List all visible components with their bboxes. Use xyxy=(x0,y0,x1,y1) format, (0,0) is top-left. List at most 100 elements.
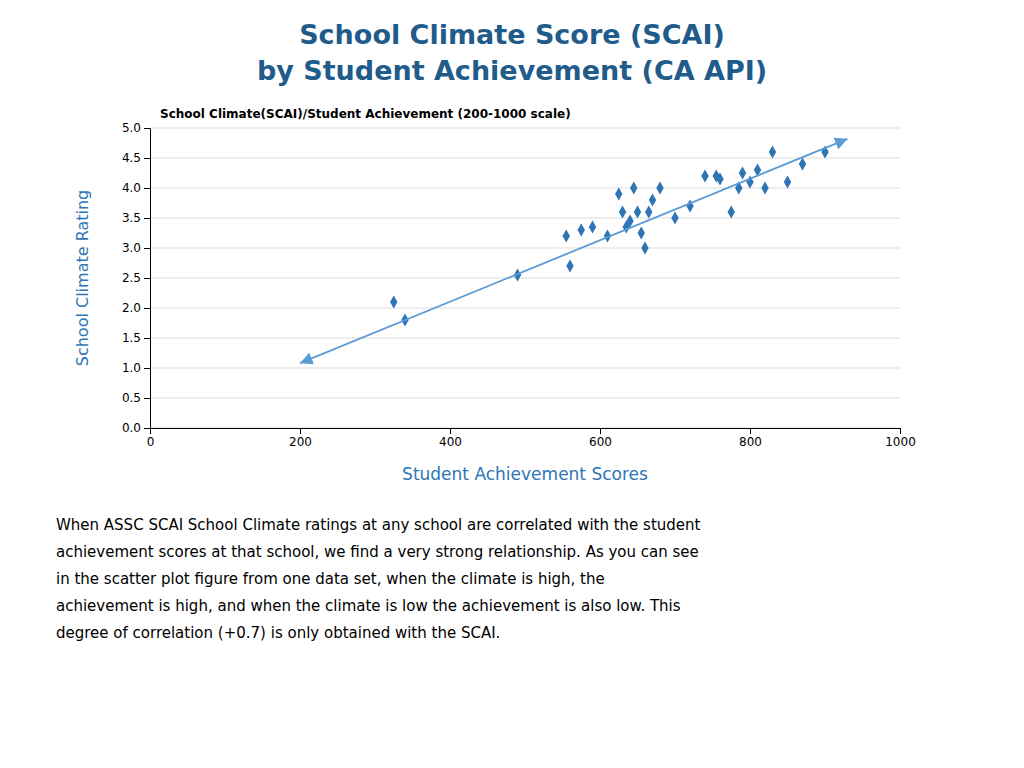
x-tick-label: 800 xyxy=(739,435,762,449)
x-tick-mark xyxy=(900,428,901,434)
x-tick-label: 1000 xyxy=(885,435,916,449)
y-tick: 4.0 xyxy=(122,181,150,195)
x-tick: 200 xyxy=(289,428,312,449)
y-tick-label: 1.5 xyxy=(122,331,141,345)
title: School Climate Score (SCAI) xyxy=(299,19,725,50)
body-text: When ASSC SCAI School Climate ratings at… xyxy=(56,516,701,642)
y-tick: 2.5 xyxy=(122,271,150,285)
annotation: achievement scores at that school, we fi… xyxy=(56,543,699,561)
y-tick-label: 5.0 xyxy=(122,121,141,135)
x-tick-label: 400 xyxy=(439,435,462,449)
x-tick-label: 0 xyxy=(147,435,155,449)
grid-line xyxy=(150,368,900,369)
annotation: When ASSC SCAI School Climate ratings at… xyxy=(56,516,701,534)
scatter-point xyxy=(634,206,641,219)
y-tick: 4.5 xyxy=(122,151,150,165)
scatter-point xyxy=(630,182,637,195)
y-tick-mark xyxy=(144,218,150,219)
scatter-point xyxy=(589,221,596,234)
x-tick: 800 xyxy=(739,428,762,449)
y-tick-label: 2.0 xyxy=(122,301,141,315)
y-tick-label: 2.5 xyxy=(122,271,141,285)
y-axis-title: School Climate Rating xyxy=(73,190,92,366)
y-tick: 5.0 xyxy=(122,121,150,135)
x-tick-mark xyxy=(300,428,301,434)
annotation: in the scatter plot figure from one data… xyxy=(56,570,605,588)
grid-line xyxy=(150,338,900,339)
chart: School Climate Score (SCAI) by Student Ac… xyxy=(0,0,1024,768)
y-tick-label: 4.0 xyxy=(122,181,141,195)
marks xyxy=(300,139,848,363)
scatter-point xyxy=(701,170,708,183)
y-tick-label: 0.5 xyxy=(122,391,141,405)
y-tick-mark xyxy=(144,128,150,129)
scatter-point xyxy=(671,212,678,225)
y-tick-mark xyxy=(144,278,150,279)
title: by Student Achievement (CA API) xyxy=(257,55,767,86)
y-tick-label: 1.0 xyxy=(122,361,141,375)
scatter-point xyxy=(626,215,633,228)
y-tick-mark xyxy=(144,248,150,249)
y-tick-label: 3.5 xyxy=(122,211,141,225)
y-axis-line xyxy=(144,129,151,429)
trend-line xyxy=(300,139,848,363)
y-tick-mark xyxy=(144,308,150,309)
y-tick: 0.5 xyxy=(122,391,150,405)
scatter-point xyxy=(566,260,573,273)
grid-line xyxy=(150,248,900,249)
scatter-point xyxy=(578,224,585,237)
y-tick: 1.5 xyxy=(122,331,150,345)
y-tick-mark xyxy=(144,368,150,369)
grid xyxy=(150,128,900,428)
y-tick-mark xyxy=(144,428,150,429)
scatter-point xyxy=(728,206,735,219)
x-tick: 1000 xyxy=(885,428,916,449)
scatter-point xyxy=(638,227,645,240)
annotation: degree of correlation (+0.7) is only obt… xyxy=(56,624,500,642)
x-tick: 600 xyxy=(589,428,612,449)
scatter-point xyxy=(619,206,626,219)
y-tick: 3.0 xyxy=(122,241,150,255)
x-axis: 0 200 400 600 800 1000 xyxy=(147,428,916,449)
grid-line xyxy=(150,398,900,399)
y-tick-label: 3.0 xyxy=(122,241,141,255)
scatter-point xyxy=(649,194,656,207)
scatter-point xyxy=(390,296,397,309)
scatter-point xyxy=(799,158,806,171)
x-tick-mark xyxy=(750,428,751,434)
y-tick-label: 4.5 xyxy=(122,151,141,165)
scatter-point xyxy=(563,230,570,243)
scatter-point xyxy=(784,176,791,189)
grid-line xyxy=(150,128,900,129)
scatter-point xyxy=(761,182,768,195)
x-tick-mark xyxy=(450,428,451,434)
y-tick-mark xyxy=(144,188,150,189)
x-tick-mark xyxy=(600,428,601,434)
x-axis-line xyxy=(151,429,901,435)
y-tick-mark xyxy=(144,338,150,339)
y-tick-mark xyxy=(144,158,150,159)
y-tick: 1.0 xyxy=(122,361,150,375)
x-tick: 400 xyxy=(439,428,462,449)
scatter-point xyxy=(656,182,663,195)
scatter-point xyxy=(716,173,723,186)
y-tick: 2.0 xyxy=(122,301,150,315)
y-tick: 0.0 xyxy=(122,421,150,435)
y-tick-label: 0.0 xyxy=(122,421,141,435)
grid-line xyxy=(150,308,900,309)
x-axis-title: Student Achievement Scores xyxy=(402,464,648,484)
x-tick-label: 200 xyxy=(289,435,312,449)
annotation: achievement is high, and when the climat… xyxy=(56,597,681,615)
scatter-point xyxy=(615,188,622,201)
scatter-point xyxy=(739,167,746,180)
x-tick: 0 xyxy=(147,428,155,449)
grid-line xyxy=(150,158,900,159)
x-tick-label: 600 xyxy=(589,435,612,449)
y-axis: 0.0 0.5 1.0 1.5 2.0 2.5 3.0 3.5 4.0 4.5 5.0 xyxy=(122,121,151,435)
scatter-point xyxy=(641,242,648,255)
subtitle: School Climate(SCAI)/Student Achievement… xyxy=(160,107,571,121)
y-tick: 3.5 xyxy=(122,211,150,225)
grid-line xyxy=(150,218,900,219)
scatter-point xyxy=(645,206,652,219)
y-tick-mark xyxy=(144,398,150,399)
